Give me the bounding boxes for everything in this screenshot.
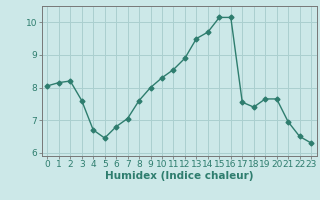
- X-axis label: Humidex (Indice chaleur): Humidex (Indice chaleur): [105, 171, 253, 181]
